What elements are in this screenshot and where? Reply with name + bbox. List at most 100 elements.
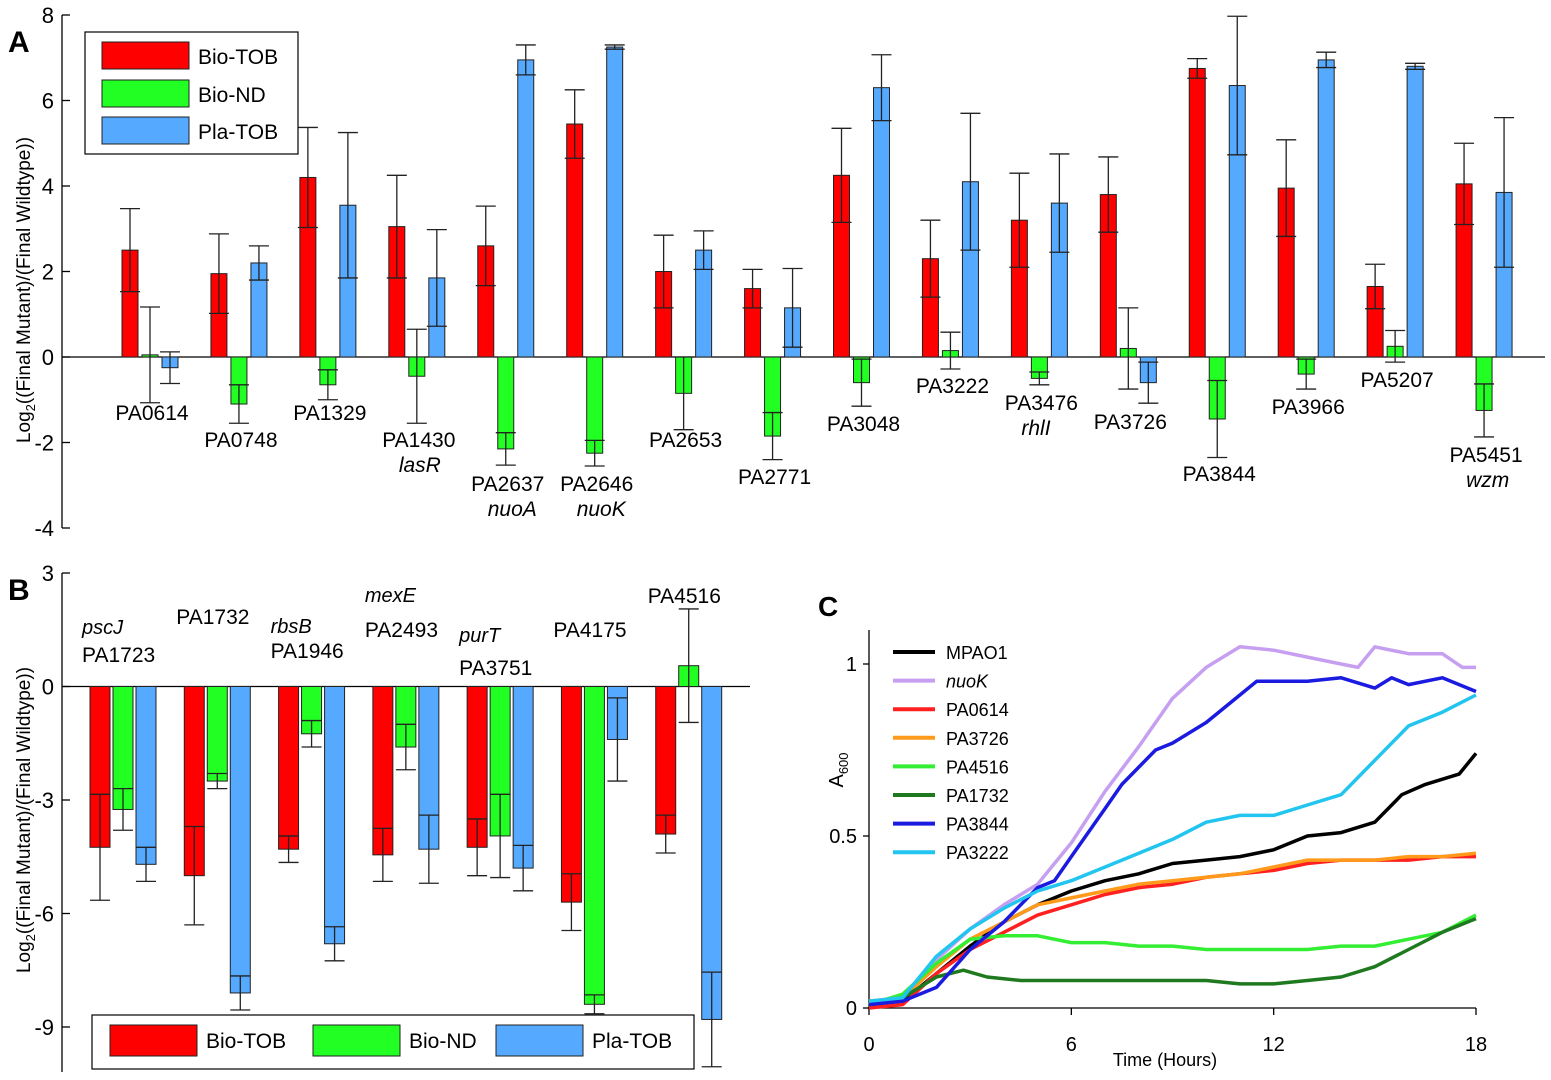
- line-pa4516: [868, 913, 1477, 1007]
- panel-c-xlabel: Time (Hours): [1113, 1050, 1217, 1070]
- x-tick-label: 18: [1465, 1034, 1487, 1056]
- category-label: PA2646: [560, 473, 633, 496]
- legend-swatch-bio-nd: [312, 1024, 401, 1057]
- y-tick-label: 8: [42, 3, 54, 28]
- category-label: PA1430: [382, 429, 455, 452]
- panel-b-bars: [89, 608, 723, 1068]
- gene-name-label: mexE: [365, 585, 417, 607]
- legend-label-bio-tob: Bio-TOB: [198, 46, 278, 69]
- bar-bio-nd: [206, 686, 228, 782]
- panel-b-ylabel: Log2((Final Mutant)/(Final Wildtype)): [14, 667, 38, 973]
- category-label: PA3751: [459, 657, 532, 680]
- x-tick-label: 12: [1263, 1034, 1285, 1056]
- legend-label-bio-nd: Bio-ND: [409, 1030, 477, 1053]
- category-label: PA1723: [82, 644, 155, 667]
- y-tick-label: 1: [846, 654, 857, 676]
- legend-label-pa3222: PA3222: [946, 843, 1009, 863]
- legend-label-nuok: nuoK: [946, 672, 989, 692]
- y-tick-label: 2: [42, 260, 54, 285]
- bar-bio-nd: [583, 686, 605, 1005]
- bar-pla-tob: [1317, 59, 1335, 358]
- category-label: PA2771: [738, 466, 811, 489]
- category-label: PA3966: [1272, 396, 1345, 419]
- category-label: PA3726: [1094, 411, 1167, 434]
- legend-swatch-bio-tob: [109, 1024, 198, 1057]
- y-tick-label: -4: [34, 516, 54, 541]
- category-label: PA3222: [916, 375, 989, 398]
- bar-bio-tob: [655, 686, 677, 835]
- bar-pla-tob: [873, 87, 890, 358]
- panel-c-legend: MPAO1 nuoK PA0614 PA3726 PA4516 PA1732 PA3844 P…: [893, 643, 1009, 863]
- legend-label-bio-nd: Bio-ND: [198, 84, 266, 107]
- bar-pla-tob: [324, 686, 346, 945]
- y-tick-label: 6: [42, 89, 54, 114]
- gene-name-label: rbsB: [271, 616, 312, 638]
- legend-swatch-bio-nd: [101, 79, 190, 108]
- category-label: PA5207: [1361, 369, 1434, 392]
- y-tick-label: 4: [42, 174, 54, 199]
- category-label: PA2493: [365, 619, 438, 642]
- panel-a-bars: [120, 15, 1515, 467]
- y-tick-label: -6: [34, 902, 54, 927]
- legend-label-pa4516: PA4516: [946, 757, 1009, 777]
- bar-pla-tob: [606, 46, 624, 358]
- panel-c-label: C: [818, 591, 838, 622]
- legend-label-mpao1: MPAO1: [946, 643, 1008, 663]
- legend-label-pla-tob: Pla-TOB: [198, 121, 278, 144]
- x-tick-label: 0: [863, 1034, 874, 1056]
- bar-bio-tob: [1188, 67, 1206, 358]
- bar-pla-tob: [135, 686, 157, 865]
- category-label: PA3476: [1005, 392, 1078, 415]
- bar-bio-tob: [560, 686, 582, 903]
- category-label: PA4175: [553, 619, 626, 642]
- y-tick-label: -2: [34, 431, 54, 456]
- gene-name-label: wzm: [1466, 469, 1509, 492]
- y-tick-label: -9: [34, 1015, 54, 1040]
- legend-swatch-bio-tob: [101, 41, 190, 70]
- legend-label-pa1732: PA1732: [946, 786, 1009, 806]
- legend-label-bio-tob: Bio-TOB: [206, 1030, 286, 1053]
- panel-b-legend: Bio-TOB Bio-ND Pla-TOB: [91, 1014, 695, 1070]
- gene-name-label: lasR: [399, 454, 441, 477]
- y-tick-label: -3: [34, 788, 54, 813]
- gene-name-label: nuoK: [577, 498, 627, 521]
- gene-name-label: pscJ: [81, 617, 124, 639]
- y-tick-label: 0: [846, 998, 857, 1020]
- category-label: PA0748: [204, 429, 277, 452]
- bar-pla-tob: [517, 59, 535, 358]
- category-label: PA3844: [1183, 463, 1256, 486]
- category-label: PA1946: [271, 640, 344, 663]
- panel-b: B Log2((Final Mutant)/(Final Wildtype)) …: [8, 561, 750, 1072]
- gene-name-label: purT: [458, 625, 502, 647]
- y-tick-label: 0: [42, 345, 54, 370]
- category-label: PA5451: [1449, 444, 1522, 467]
- bar-pla-tob: [701, 686, 723, 1020]
- gene-name-label: nuoA: [488, 498, 537, 521]
- panel-a-label: A: [8, 26, 30, 59]
- panel-b-label: B: [8, 574, 30, 607]
- panel-c: C A600 Time (Hours) 0 0.5 1 0 6 12 18 MPAO1 nuo…: [818, 591, 1487, 1070]
- bar-bio-tob: [278, 686, 300, 850]
- category-label: PA3048: [827, 413, 900, 436]
- legend-swatch-pla-tob: [101, 116, 190, 145]
- legend-swatch-pla-tob: [495, 1024, 584, 1057]
- category-label: PA1732: [176, 606, 249, 629]
- line-pa3222: [868, 693, 1477, 1003]
- line-pa3844: [868, 676, 1477, 1007]
- x-tick-label: 6: [1066, 1034, 1077, 1056]
- category-label: PA0614: [115, 402, 188, 425]
- panel-a: A Log2((Final Mutant)/(Final Wildtype)) …: [8, 3, 1545, 541]
- bar-bio-nd: [586, 356, 604, 454]
- y-tick-label: 0: [42, 675, 54, 700]
- category-label: PA2653: [649, 429, 722, 452]
- bar-pla-tob: [512, 686, 534, 869]
- legend-label-pa3726: PA3726: [946, 729, 1009, 749]
- category-label: PA4516: [648, 585, 721, 608]
- panel-b-y-axis: -9 -6 -3 0 3: [34, 561, 750, 1072]
- category-label: PA2637: [471, 473, 544, 496]
- legend-label-pa3844: PA3844: [946, 815, 1009, 835]
- panel-c-ylabel: A600: [826, 752, 851, 787]
